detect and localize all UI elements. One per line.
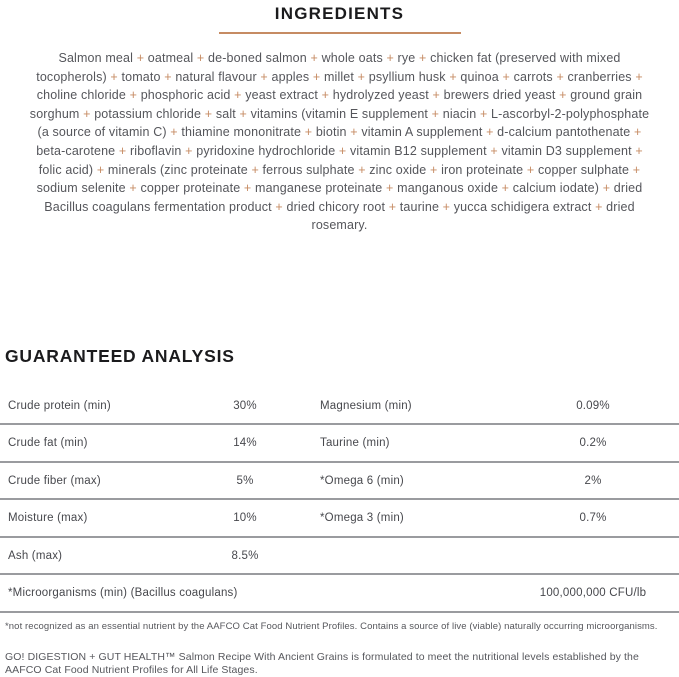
- plus-separator: +: [115, 143, 130, 158]
- plus-separator: +: [482, 125, 498, 140]
- plus-separator: +: [555, 88, 571, 103]
- plus-separator: +: [256, 69, 272, 84]
- nutrient-value: 0.7%: [579, 512, 607, 525]
- plus-separator: +: [428, 88, 444, 103]
- plus-separator: +: [498, 69, 514, 84]
- plus-separator: +: [523, 162, 538, 177]
- nutrient-value: 0.09%: [576, 399, 610, 412]
- nutrient-value: 8.5%: [231, 549, 259, 562]
- plus-separator: +: [498, 181, 513, 196]
- nutrient-label: *Omega 3 (min): [320, 512, 404, 525]
- plus-separator: +: [382, 181, 398, 196]
- nutrient-label: Moisture (max): [8, 512, 88, 525]
- table-row: Ash (max) 8.5%: [0, 538, 679, 576]
- plus-separator: +: [631, 143, 643, 158]
- plus-separator: +: [445, 69, 461, 84]
- nutrient-label: Crude fat (min): [8, 437, 88, 450]
- plus-separator: +: [160, 69, 176, 84]
- plus-separator: +: [354, 162, 370, 177]
- plus-separator: +: [354, 69, 369, 84]
- nutrient-label: Ash (max): [8, 549, 63, 562]
- nutrient-value: 5%: [236, 474, 254, 487]
- plus-separator: +: [415, 51, 431, 65]
- plus-separator: +: [476, 106, 492, 121]
- plus-separator: +: [552, 69, 568, 84]
- plus-separator: +: [79, 106, 95, 121]
- nutrient-label: Crude protein (min): [8, 399, 111, 412]
- plus-separator: +: [428, 106, 443, 121]
- plus-separator: +: [235, 106, 251, 121]
- table-row: Crude protein (min) 30% Magnesium (min) …: [0, 388, 679, 426]
- ingredients-text: Salmon meal + oatmeal + de-boned salmon …: [29, 51, 650, 233]
- plus-separator: +: [230, 88, 246, 103]
- plus-separator: +: [106, 69, 122, 84]
- guaranteed-analysis-title: GUARANTEED ANALYSIS: [5, 345, 235, 366]
- ingredients-title: INGREDIENTS: [274, 4, 405, 23]
- plus-separator: +: [247, 162, 263, 177]
- nutrient-value: 30%: [233, 399, 257, 412]
- nutrient-label: Taurine (min): [320, 437, 390, 450]
- table-row: Crude fiber (max) 5% *Omega 6 (min) 2%: [0, 463, 679, 501]
- plus-separator: +: [631, 69, 643, 84]
- nutrient-label: *Omega 6 (min): [320, 474, 404, 487]
- plus-separator: +: [346, 125, 362, 140]
- plus-separator: +: [201, 106, 216, 121]
- formulation-statement: GO! DIGESTION + GUT HEALTH™ Salmon Recip…: [5, 650, 639, 677]
- table-row: Crude fat (min) 14% Taurine (min) 0.2%: [0, 425, 679, 463]
- plus-separator: +: [486, 143, 502, 158]
- plus-separator: +: [318, 88, 333, 103]
- plus-separator: +: [629, 162, 641, 177]
- plus-separator: +: [306, 51, 322, 65]
- accent-divider: [218, 32, 461, 34]
- plus-separator: +: [93, 162, 108, 177]
- footnote-text: *not recognized as an essential nutrient…: [5, 620, 658, 632]
- nutrient-value: 0.2%: [579, 437, 607, 450]
- nutrient-value: 2%: [584, 474, 602, 487]
- plus-separator: +: [309, 69, 324, 84]
- plus-separator: +: [385, 199, 400, 214]
- plus-separator: +: [133, 51, 148, 65]
- plus-separator: +: [591, 199, 607, 214]
- plus-separator: +: [335, 143, 351, 158]
- nutrient-value: 100,000,000 CFU/lb: [539, 587, 647, 600]
- plus-separator: +: [599, 181, 614, 196]
- table-row: *Microorganisms (min) (Bacillus coagulan…: [0, 575, 679, 613]
- plus-separator: +: [382, 51, 398, 65]
- plus-separator: +: [630, 125, 642, 140]
- nutrient-label: *Microorganisms (min) (Bacillus coagulan…: [8, 587, 238, 600]
- plus-separator: +: [439, 199, 454, 214]
- nutrient-value: 14%: [233, 437, 257, 450]
- table-row: Moisture (max) 10% *Omega 3 (min) 0.7%: [0, 500, 679, 538]
- plus-separator: +: [426, 162, 442, 177]
- nutrient-label: Crude fiber (max): [8, 474, 101, 487]
- plus-separator: +: [125, 181, 141, 196]
- guaranteed-analysis-table: Crude protein (min) 30% Magnesium (min) …: [0, 388, 679, 613]
- plus-separator: +: [240, 181, 256, 196]
- plus-separator: +: [271, 199, 287, 214]
- plus-separator: +: [125, 88, 141, 103]
- plus-separator: +: [166, 125, 182, 140]
- plus-separator: +: [301, 125, 316, 140]
- nutrient-value: 10%: [233, 512, 257, 525]
- plus-separator: +: [181, 143, 197, 158]
- plus-separator: +: [193, 51, 209, 65]
- nutrient-label: Magnesium (min): [320, 399, 412, 412]
